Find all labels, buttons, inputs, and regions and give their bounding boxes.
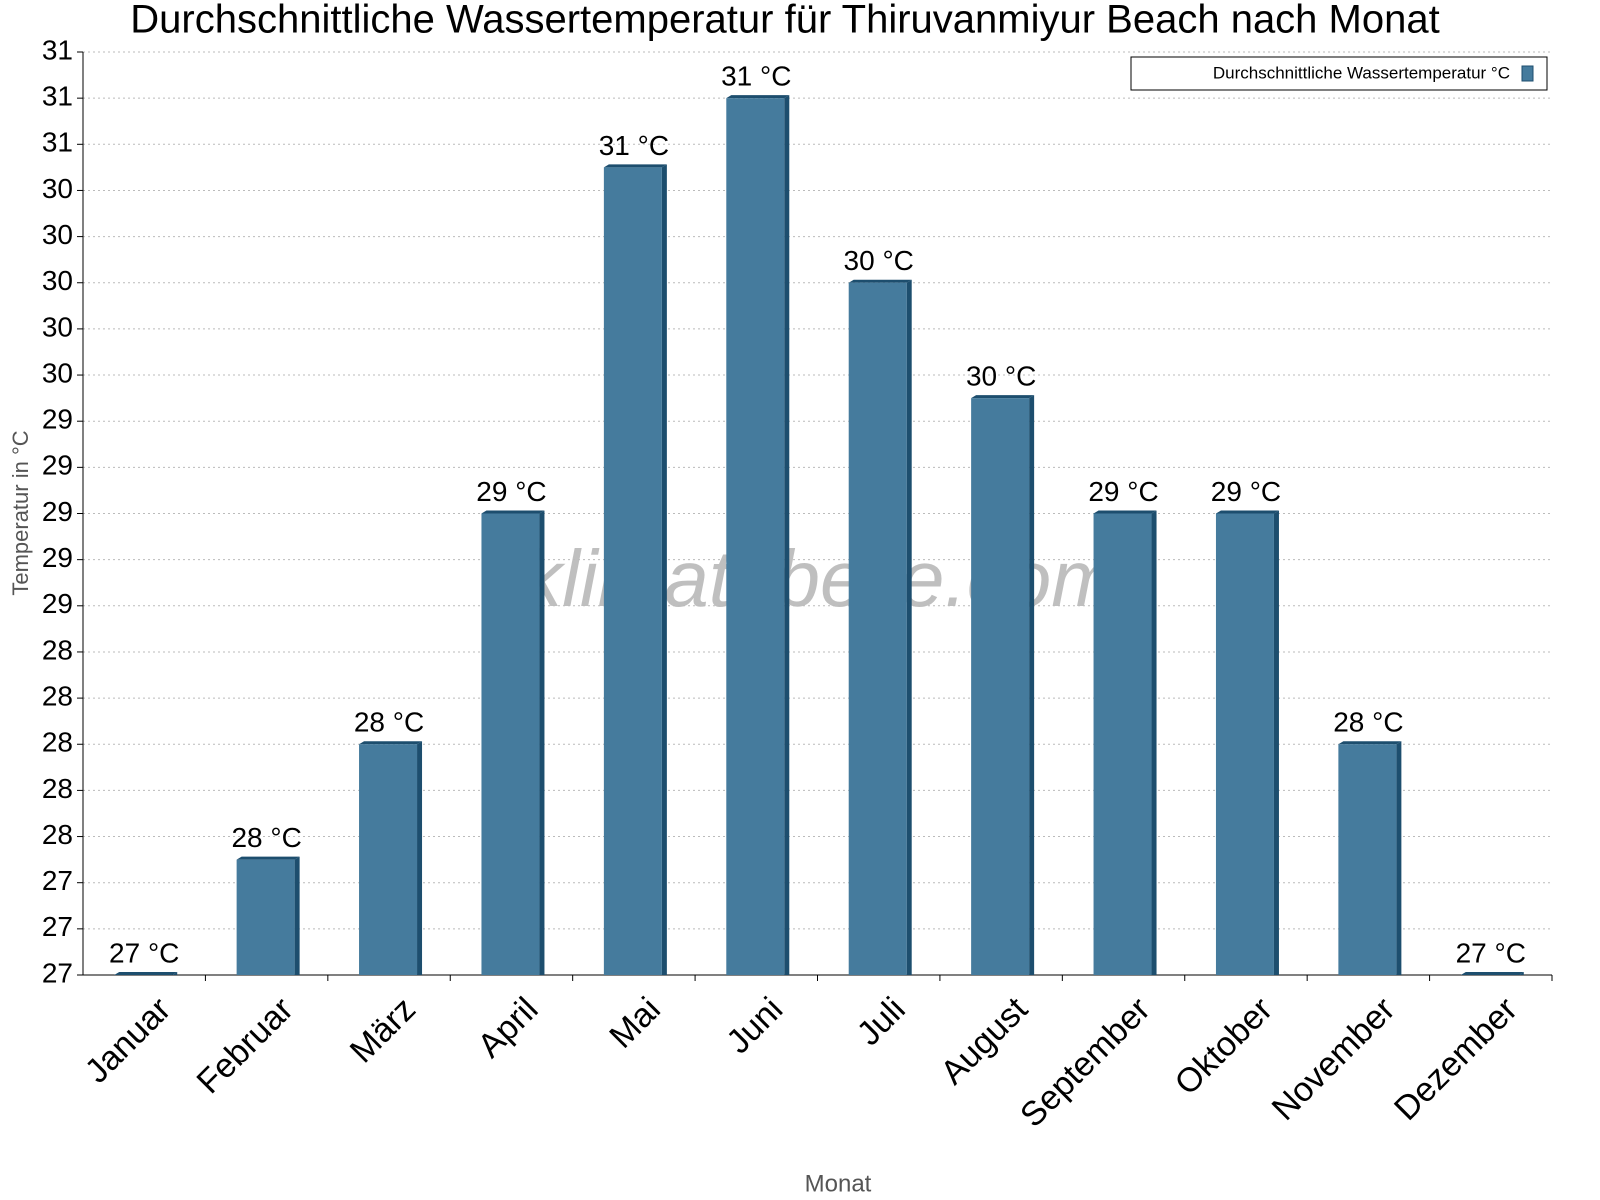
bar-top: [603, 164, 667, 168]
x-tick-label: August: [933, 990, 1035, 1092]
value-label: 27 °C: [1456, 937, 1526, 968]
bar-top: [848, 279, 912, 283]
x-tick-label: September: [1013, 990, 1157, 1134]
x-tick-label: Juli: [850, 990, 913, 1053]
bar: [236, 859, 295, 975]
y-tick-label: 27: [42, 911, 73, 942]
bar-top: [971, 395, 1035, 399]
x-tick-label: Januar: [78, 990, 178, 1090]
x-tick-label: Mai: [602, 990, 668, 1056]
legend-label: Durchschnittliche Wassertemperatur °C: [1213, 63, 1510, 82]
x-tick-label: Februar: [190, 990, 301, 1101]
y-tick-label: 30: [42, 265, 73, 296]
x-tick-label: November: [1265, 990, 1403, 1128]
x-tick-label: Oktober: [1168, 990, 1280, 1102]
bar-side: [294, 856, 300, 975]
bar-side: [784, 95, 790, 975]
y-tick-label: 30: [42, 173, 73, 204]
y-tick-label: 29: [42, 450, 73, 481]
bar-side: [1273, 510, 1279, 975]
x-tick-label: Juni: [719, 990, 790, 1061]
y-tick-label: 28: [42, 819, 73, 850]
y-tick-label: 27: [42, 865, 73, 896]
value-label: 28 °C: [1333, 707, 1403, 738]
bar-top: [236, 856, 300, 860]
bar: [603, 167, 662, 975]
y-tick-label: 30: [42, 311, 73, 342]
bar-top: [1460, 972, 1524, 975]
bar-side: [1396, 741, 1402, 975]
x-tick-label: Dezember: [1387, 990, 1525, 1128]
value-label: 28 °C: [354, 707, 424, 738]
y-tick-label: 31: [42, 81, 73, 112]
bar: [1215, 513, 1274, 975]
value-label: 30 °C: [966, 361, 1036, 392]
y-tick-label: 28: [42, 727, 73, 758]
value-label: 31 °C: [599, 130, 669, 161]
bar-side: [906, 279, 912, 975]
bar-side: [1151, 510, 1157, 975]
y-tick-label: 28: [42, 773, 73, 804]
bar-top: [359, 741, 423, 745]
bar: [1338, 744, 1397, 975]
value-label: 30 °C: [844, 245, 914, 276]
y-tick-label: 29: [42, 404, 73, 435]
y-tick-label: 29: [42, 542, 73, 573]
y-tick-label: 27: [42, 957, 73, 988]
y-axis-title: Temperatur in °C: [8, 430, 33, 595]
bar-top: [1215, 510, 1279, 514]
y-tick-label: 30: [42, 357, 73, 388]
y-tick-label: 28: [42, 680, 73, 711]
y-tick-label: 29: [42, 496, 73, 527]
y-tick-label: 29: [42, 588, 73, 619]
value-label: 29 °C: [1088, 476, 1158, 507]
bar: [971, 398, 1030, 975]
x-tick-label: März: [343, 990, 423, 1070]
value-label: 29 °C: [1211, 476, 1281, 507]
bar-side: [539, 510, 545, 975]
bar-side: [661, 164, 667, 975]
bar: [726, 98, 785, 975]
value-label: 29 °C: [476, 476, 546, 507]
x-tick-label: April: [470, 990, 545, 1065]
y-tick-label: 28: [42, 634, 73, 665]
y-tick-label: 30: [42, 219, 73, 250]
y-tick-label: 31: [42, 127, 73, 158]
chart-title: Durchschnittliche Wassertemperatur für T…: [130, 0, 1439, 42]
bar-side: [1029, 395, 1035, 975]
bar: [359, 744, 418, 975]
bar: [848, 282, 907, 975]
bar: [481, 513, 540, 975]
bar-top: [1338, 741, 1402, 745]
bar-top: [726, 95, 790, 99]
legend-box: [1130, 56, 1548, 91]
legend-swatch: [1521, 65, 1534, 82]
y-tick-label: 31: [42, 34, 73, 65]
value-label: 27 °C: [109, 937, 179, 968]
bar: [1093, 513, 1152, 975]
bar-top: [481, 510, 545, 514]
bar-side: [417, 741, 423, 975]
bar-top: [1093, 510, 1157, 514]
x-axis-title: Monat: [805, 1170, 872, 1197]
value-label: 31 °C: [721, 61, 791, 92]
bar-top: [114, 972, 178, 975]
value-label: 28 °C: [231, 822, 301, 853]
